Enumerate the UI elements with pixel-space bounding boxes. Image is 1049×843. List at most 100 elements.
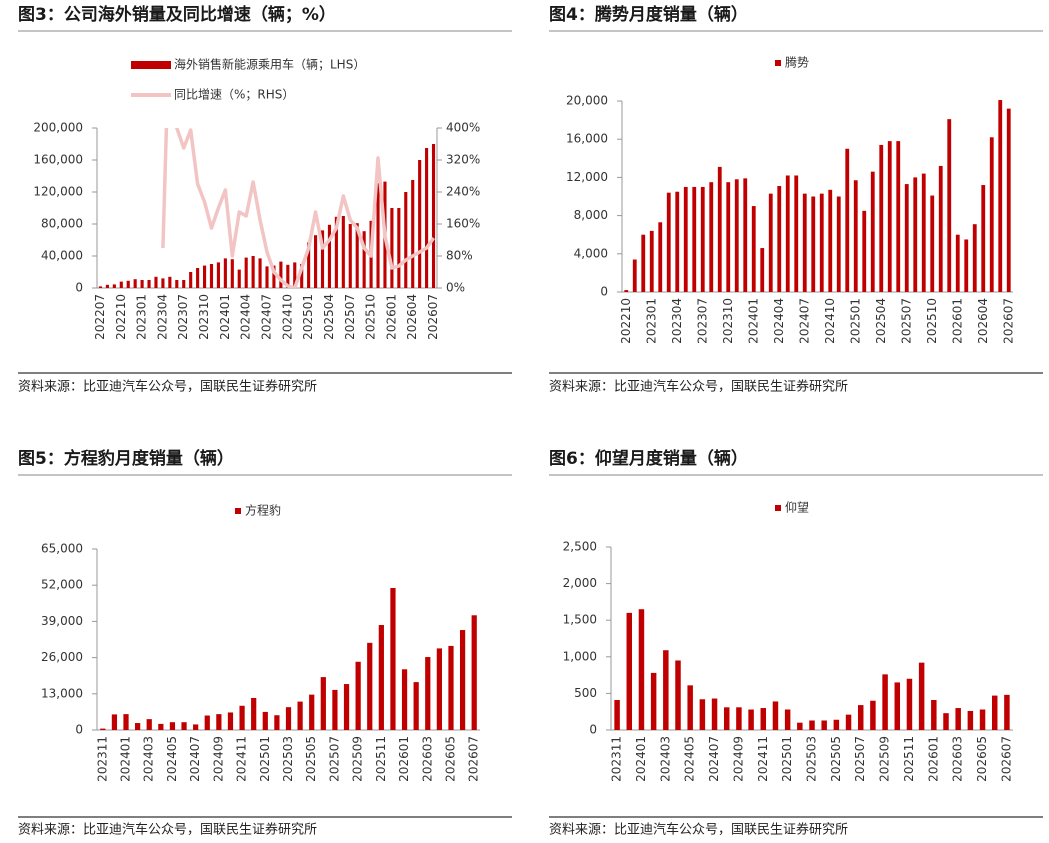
bar [193,724,199,730]
y-tick-label: 1,000 [563,649,597,663]
bar [853,180,858,292]
x-tick-label: 202307 [695,298,709,344]
bar [285,707,292,730]
bar [431,144,436,288]
legend-label: 仰望 [785,500,809,515]
bar [768,193,773,292]
y-tick-label: 65,000 [41,542,83,556]
x-tick-label: 202511 [902,736,916,782]
bar [624,290,629,292]
y-tick-label: 1,500 [563,613,597,627]
legend-swatch [235,508,241,514]
bar [343,684,350,730]
y-tick-label: 2,500 [563,540,597,554]
bar [367,642,373,730]
bar [663,650,669,730]
bar [675,660,681,730]
bar [711,698,718,730]
bar [649,230,654,292]
x-tick-label: 202401 [634,736,648,782]
bar [687,685,693,730]
bar [251,256,255,288]
bar [743,178,748,292]
y-tick-label: 8,000 [574,208,608,222]
bar [286,264,290,288]
bar [989,137,994,292]
x-tick-label: 202401 [746,298,760,344]
bar [699,699,706,730]
bar [723,707,730,730]
bar [632,259,637,292]
bar [802,193,807,292]
x-tick-label: 202504 [874,298,888,344]
x-tick-label: 202301 [644,298,658,344]
x-tick-label: 202507 [899,298,913,344]
chart-title: 图4：腾势月度销量（辆） [549,4,748,25]
bar [168,276,172,288]
bar [297,701,303,730]
bar [777,185,782,292]
legend-label: 同比增速（%；RHS） [174,88,294,102]
bar [230,259,234,288]
bar [413,682,419,730]
x-tick-label: 202607 [426,294,440,340]
bar [641,234,646,292]
bar [98,286,103,288]
bar [666,192,671,292]
y-tick-label: 160,000 [33,153,83,167]
bar [717,166,722,292]
bar [650,672,657,730]
y2-tick-label: 240% [446,185,480,199]
bar [133,279,137,288]
x-tick-label: 202407 [707,736,721,782]
x-tick-label: 202507 [853,736,867,782]
bar [700,186,705,292]
bar [126,280,130,288]
x-tick-label: 202505 [304,736,318,782]
x-tick-label: 202401 [119,736,133,782]
y-tick-label: 13,000 [41,686,83,700]
bar [736,707,742,730]
bar [760,708,767,730]
bar [972,224,977,292]
x-tick-label: 202310 [721,298,735,344]
bar [833,719,840,730]
x-tick-label: 202411 [235,736,249,782]
y-tick-label: 80,000 [41,217,83,231]
bar [862,210,867,292]
bar [448,645,454,730]
bar [882,674,888,730]
bar [376,183,380,288]
x-tick-label: 202410 [823,298,837,344]
x-tick-label: 202407 [797,298,811,344]
bar [471,615,477,730]
y-tick-label: 12,000 [566,170,608,184]
x-tick-label: 202311 [95,736,109,782]
bar [341,216,345,288]
x-tick-label: 202509 [878,736,892,782]
bar [425,657,431,730]
bar [307,242,311,288]
bar [998,100,1003,292]
bar [692,186,697,292]
legend-swatch [131,61,171,69]
bar [760,248,765,292]
bar [202,265,207,288]
y2-tick-label: 80% [446,249,473,263]
bar [964,239,969,292]
x-tick-label: 202409 [211,736,225,782]
y-tick-label: 200,000 [33,121,83,135]
x-tick-label: 202501 [258,736,272,782]
bar [147,280,151,288]
bar [169,722,176,730]
bar [836,196,841,292]
bar [146,719,152,730]
bar [227,712,234,730]
bar [930,195,935,292]
bar [300,264,304,288]
y-tick-label: 120,000 [33,185,83,199]
x-tick-label: 202607 [999,736,1013,782]
x-tick-label: 202601 [397,736,411,782]
bar [404,192,408,288]
